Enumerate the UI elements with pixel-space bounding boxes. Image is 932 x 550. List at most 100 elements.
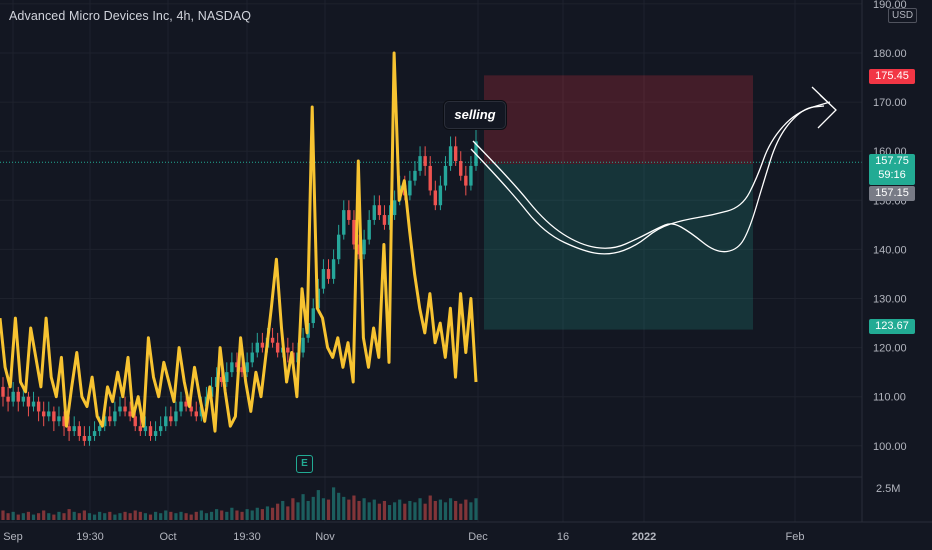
overlay-line (0, 51, 478, 433)
volume-bar (92, 514, 97, 520)
candle-body (453, 146, 458, 162)
candle-body (189, 406, 193, 412)
candle-body (230, 362, 234, 373)
volume-bar (11, 511, 15, 520)
earnings-icon[interactable]: E (296, 455, 313, 473)
last-price-tag: 157.75 59:16 (869, 154, 915, 185)
candle-body (57, 416, 61, 422)
volume-bar (21, 513, 25, 520)
overlay-line-series (0, 51, 478, 433)
candle-body (113, 411, 117, 422)
volume-bar (342, 496, 346, 520)
candle-body (433, 190, 438, 206)
candle-body (148, 426, 153, 436)
projection-drawings (470, 86, 837, 255)
volume-bar (367, 502, 371, 520)
candle-body (352, 219, 356, 245)
volume-bar (240, 511, 244, 520)
volume-bar (1, 510, 5, 520)
bar-countdown: 59:16 (878, 169, 906, 181)
volume-bar (270, 507, 275, 520)
volume-bar (62, 513, 66, 520)
volume-bar (377, 503, 381, 520)
volume-bar (148, 514, 153, 520)
candle-body (67, 426, 71, 432)
volume-bar (276, 503, 280, 520)
candle-body (31, 401, 36, 407)
x-tick-label: Oct (159, 531, 176, 543)
volume-bar (382, 500, 387, 520)
candle-body (47, 411, 51, 417)
candle-body (418, 156, 422, 171)
candle-body (72, 426, 76, 432)
selling-note[interactable]: selling (444, 101, 506, 129)
candle-body (443, 165, 448, 186)
candle-body (11, 391, 15, 402)
candle-body (255, 342, 260, 353)
candle-body (123, 406, 127, 412)
candle-body (41, 411, 46, 417)
x-tick-label: 19:30 (233, 531, 261, 543)
volume-bar (316, 490, 320, 520)
volume-bar (215, 509, 219, 520)
symbol-title[interactable]: Advanced Micro Devices Inc, 4h, NASDAQ (9, 9, 252, 23)
candle-body (16, 391, 20, 402)
volume-bar (337, 492, 341, 520)
grid-lines (0, 0, 862, 522)
candle-body (250, 352, 254, 363)
volume-tick-label: 2.5M (876, 483, 900, 495)
candle-body (128, 411, 132, 417)
volume-bar (118, 513, 122, 520)
volume-bar (331, 487, 336, 520)
candle-body (301, 337, 305, 353)
volume-bar (454, 500, 458, 520)
volume-bar (128, 513, 132, 520)
candle-body (321, 269, 326, 289)
stop-loss-zone (484, 75, 753, 164)
volume-bar (393, 502, 397, 520)
volume-bar (357, 500, 361, 520)
candle-body (260, 342, 265, 348)
volume-bar (184, 513, 188, 520)
volume-bar (428, 495, 432, 520)
candle-body (36, 401, 41, 412)
candle-body (103, 416, 107, 427)
candle-body (133, 416, 137, 427)
x-tick-label: 19:30 (76, 531, 104, 543)
volume-bars (1, 487, 478, 520)
candle-body (158, 426, 163, 432)
y-tick-label: 120.00 (873, 343, 907, 355)
candle-body (423, 156, 427, 166)
candle-body (77, 426, 81, 436)
candle-body (408, 180, 412, 196)
target-price-tag: 123.67 (869, 319, 915, 334)
volume-bar (113, 514, 117, 520)
x-tick-label: Nov (315, 531, 335, 543)
volume-bar (230, 507, 234, 520)
x-tick-label: Sep (3, 531, 23, 543)
candle-body (469, 165, 473, 186)
candle-body (362, 239, 366, 255)
candle-body (179, 401, 183, 412)
volume-bar (220, 510, 224, 520)
volume-bar (138, 511, 142, 520)
candle-body (174, 411, 178, 422)
volume-bar (474, 498, 478, 520)
currency-label[interactable]: USD (888, 8, 918, 23)
candle-body (428, 165, 432, 191)
x-tick-label: 2022 (632, 531, 656, 543)
volume-bar (443, 502, 448, 520)
volume-bar (311, 496, 315, 520)
volume-bar (296, 502, 300, 520)
volume-bar (235, 510, 239, 520)
volume-bar (403, 503, 407, 520)
candle-body (413, 170, 417, 181)
volume-bar (42, 510, 46, 520)
volume-bar (143, 513, 148, 520)
x-tick-label: Dec (468, 531, 488, 543)
candle-body (108, 416, 112, 422)
candle-body (438, 185, 443, 206)
candle-body (225, 372, 229, 382)
volume-bar (164, 510, 168, 520)
